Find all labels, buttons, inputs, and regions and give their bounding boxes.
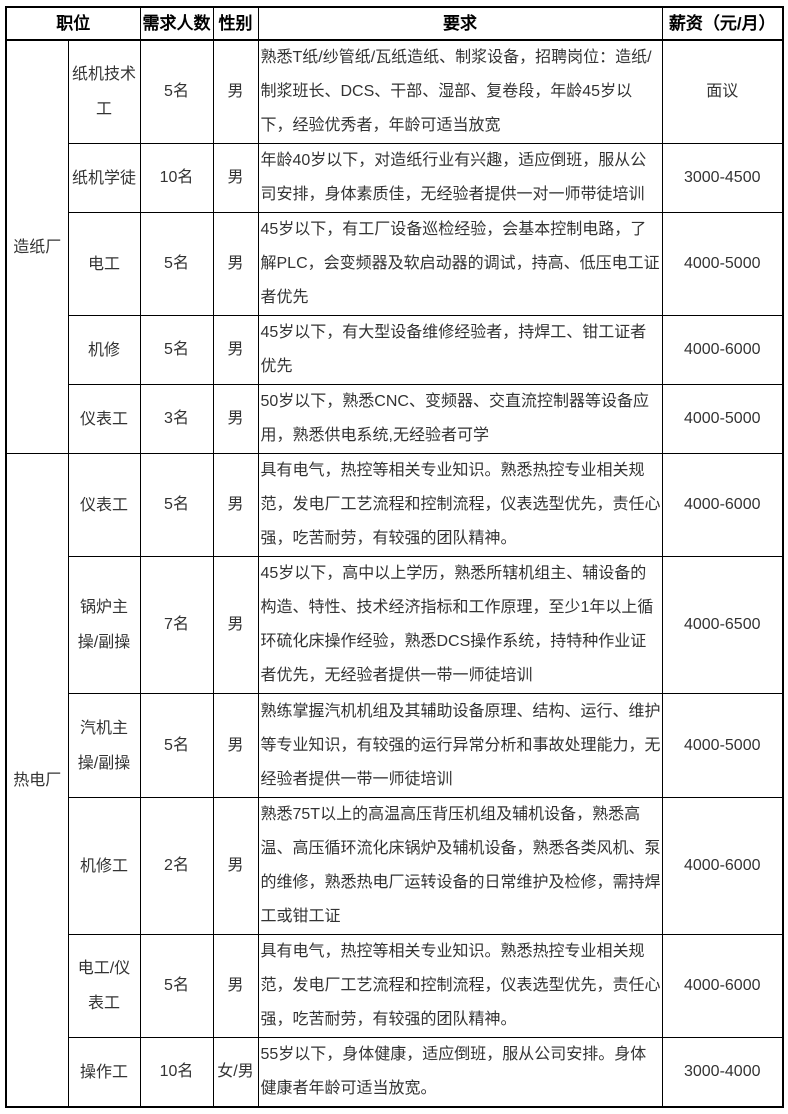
gender-cell: 男 (212, 693, 259, 798)
salary-cell: 4000-6000 (661, 934, 784, 1038)
gender-cell: 男 (212, 212, 259, 316)
headcount-cell: 5名 (139, 934, 214, 1038)
requirements-cell: 具有电气，热控等相关专业知识。熟悉热控专业相关规范，发电厂工艺流程和控制流程，仪… (257, 453, 663, 557)
job-title-cell: 操作工 (67, 1037, 141, 1108)
salary-cell: 4000-6000 (661, 315, 784, 385)
col-header-requirements: 要求 (257, 6, 663, 41)
requirements-cell: 熟练掌握汽机机组及其辅助设备原理、结构、运行、维护等专业知识，有较强的运行异常分… (257, 693, 663, 798)
headcount-cell: 10名 (139, 1037, 214, 1108)
salary-cell: 3000-4000 (661, 1037, 784, 1108)
gender-cell: 女/男 (212, 1037, 259, 1108)
requirements-cell: 45岁以下，有大型设备维修经验者，持焊工、钳工证者优先 (257, 315, 663, 385)
salary-cell: 4000-6000 (661, 453, 784, 557)
job-title-cell: 仪表工 (67, 453, 141, 557)
table-row: 操作工 10名 女/男 55岁以下，身体健康，适应倒班，服从公司安排。身体健康者… (6, 1037, 784, 1108)
gender-cell: 男 (212, 556, 259, 694)
salary-cell: 4000-5000 (661, 212, 784, 316)
table-row: 电工/仪表工 5名 男 具有电气，热控等相关专业知识。熟悉热控专业相关规范，发电… (6, 934, 784, 1038)
job-title-cell: 机修工 (67, 797, 141, 935)
job-title-cell: 纸机技术工 (67, 39, 141, 144)
headcount-cell: 5名 (139, 693, 214, 798)
headcount-cell: 5名 (139, 453, 214, 557)
requirements-cell: 55岁以下，身体健康，适应倒班，服从公司安排。身体健康者年龄可适当放宽。 (257, 1037, 663, 1108)
header-row: 职位 需求人数 性别 要求 薪资（元/月） (5, 6, 784, 41)
requirements-cell: 熟悉T纸/纱管纸/瓦纸造纸、制浆设备，招聘岗位：造纸/制浆班长、DCS、干部、湿… (257, 39, 663, 144)
table-row: 机修 5名 男 45岁以下，有大型设备维修经验者，持焊工、钳工证者优先 4000… (6, 315, 784, 385)
factory-group-cell: 热电厂 (5, 453, 69, 1108)
table-row: 锅炉主操/副操 7名 男 45岁以下，高中以上学历，熟悉所辖机组主、辅设备的构造… (6, 556, 784, 694)
job-title-cell: 电工/仪表工 (67, 934, 141, 1038)
salary-cell: 面议 (661, 39, 784, 144)
gender-cell: 男 (212, 797, 259, 935)
headcount-cell: 3名 (139, 384, 214, 454)
requirements-cell: 具有电气，热控等相关专业知识。熟悉热控专业相关规范，发电厂工艺流程和控制流程，仪… (257, 934, 663, 1038)
table-row: 机修工 2名 男 熟悉75T以上的高温高压背压机组及辅机设备，熟悉高温、高压循环… (6, 797, 784, 935)
col-header-salary: 薪资（元/月） (661, 6, 784, 41)
job-title-cell: 电工 (67, 212, 141, 316)
headcount-cell: 5名 (139, 39, 214, 144)
headcount-cell: 5名 (139, 315, 214, 385)
salary-cell: 4000-6000 (661, 797, 784, 935)
salary-cell: 3000-4500 (661, 143, 784, 213)
col-header-headcount: 需求人数 (139, 6, 214, 41)
table-row: 电工 5名 男 45岁以下，有工厂设备巡检经验，会基本控制电路，了解PLC，会变… (6, 212, 784, 316)
requirements-cell: 熟悉75T以上的高温高压背压机组及辅机设备，熟悉高温、高压循环流化床锅炉及辅机设… (257, 797, 663, 935)
job-title-cell: 汽机主操/副操 (67, 693, 141, 798)
salary-cell: 4000-5000 (661, 384, 784, 454)
gender-cell: 男 (212, 143, 259, 213)
headcount-cell: 2名 (139, 797, 214, 935)
gender-cell: 男 (212, 934, 259, 1038)
headcount-cell: 10名 (139, 143, 214, 213)
salary-cell: 4000-6500 (661, 556, 784, 694)
job-title-cell: 纸机学徒 (67, 143, 141, 213)
headcount-cell: 5名 (139, 212, 214, 316)
gender-cell: 男 (212, 315, 259, 385)
requirements-cell: 45岁以下，有工厂设备巡检经验，会基本控制电路，了解PLC，会变频器及软启动器的… (257, 212, 663, 316)
table-row: 汽机主操/副操 5名 男 熟练掌握汽机机组及其辅助设备原理、结构、运行、维护等专… (6, 693, 784, 798)
factory-group-cell: 造纸厂 (5, 39, 69, 454)
requirements-cell: 50岁以下，熟悉CNC、变频器、交直流控制器等设备应用，熟悉供电系统,无经验者可… (257, 384, 663, 454)
col-header-position: 职位 (5, 6, 141, 41)
job-title-cell: 机修 (67, 315, 141, 385)
table-row: 纸机学徒 10名 男 年龄40岁以下，对造纸行业有兴趣，适应倒班，服从公司安排，… (6, 143, 784, 213)
recruitment-table: 职位 需求人数 性别 要求 薪资（元/月） 造纸厂 纸机技术工 5名 男 熟悉T… (5, 6, 784, 1108)
requirements-cell: 年龄40岁以下，对造纸行业有兴趣，适应倒班，服从公司安排，身体素质佳，无经验者提… (257, 143, 663, 213)
headcount-cell: 7名 (139, 556, 214, 694)
table-row: 热电厂 仪表工 5名 男 具有电气，热控等相关专业知识。熟悉热控专业相关规范，发… (5, 453, 784, 1108)
col-header-gender: 性别 (212, 6, 259, 41)
gender-cell: 男 (212, 384, 259, 454)
job-title-cell: 仪表工 (67, 384, 141, 454)
table-row: 造纸厂 纸机技术工 5名 男 熟悉T纸/纱管纸/瓦纸造纸、制浆设备，招聘岗位：造… (5, 39, 784, 454)
gender-cell: 男 (212, 39, 259, 144)
requirements-cell: 45岁以下，高中以上学历，熟悉所辖机组主、辅设备的构造、特性、技术经济指标和工作… (257, 556, 663, 694)
salary-cell: 4000-5000 (661, 693, 784, 798)
table-row: 仪表工 3名 男 50岁以下，熟悉CNC、变频器、交直流控制器等设备应用，熟悉供… (6, 384, 784, 454)
gender-cell: 男 (212, 453, 259, 557)
job-title-cell: 锅炉主操/副操 (67, 556, 141, 694)
